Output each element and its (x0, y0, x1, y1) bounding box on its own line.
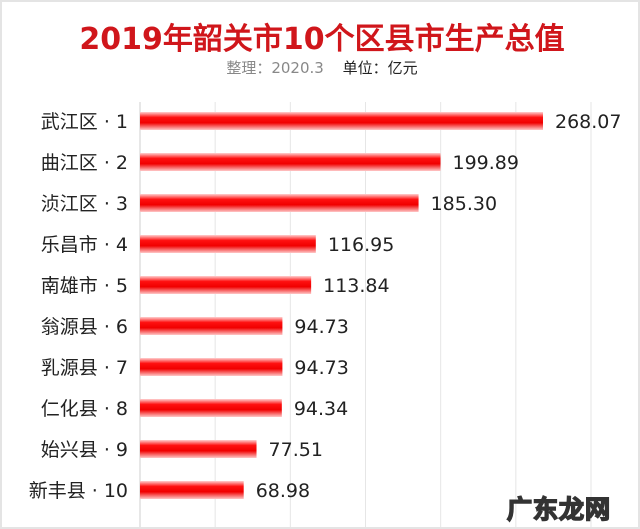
value-label: 268.07 (555, 111, 621, 133)
category-label: 乳源县 · 7 (41, 357, 128, 379)
category-label: 曲江区 · 2 (41, 152, 128, 174)
category-label: 翁源县 · 6 (41, 316, 128, 338)
bar (140, 399, 282, 417)
bar (140, 112, 543, 130)
value-label: 199.89 (453, 152, 519, 174)
bar (140, 440, 257, 458)
value-label: 116.95 (328, 234, 394, 256)
category-label: 仁化县 · 8 (41, 398, 128, 420)
bar (140, 235, 316, 253)
bar (140, 276, 312, 294)
bar (140, 481, 244, 499)
category-label: 始兴县 · 9 (41, 439, 128, 461)
category-label: 乐昌市 · 4 (41, 234, 128, 256)
value-label: 94.73 (294, 357, 348, 379)
value-label: 94.34 (294, 398, 348, 420)
watermark-logo: 广东龙网 (506, 494, 612, 525)
subtitle-note: 整理：2020.3 (226, 59, 324, 77)
value-label: 77.51 (269, 439, 323, 461)
category-label: 南雄市 · 5 (41, 275, 128, 297)
category-label: 武江区 · 1 (41, 111, 128, 133)
value-label: 185.30 (431, 193, 497, 215)
chart-subtitle: 整理：2020.3 单位：亿元 (2, 57, 638, 78)
chart-title: 2019年韶关市10个区县市生产总值 (79, 22, 565, 57)
bar (140, 317, 283, 335)
value-label: 68.98 (256, 480, 310, 502)
value-label: 94.73 (294, 316, 348, 338)
category-label: 新丰县 · 10 (29, 480, 128, 502)
bar (140, 358, 283, 376)
bar (140, 153, 441, 171)
value-label: 113.84 (323, 275, 389, 297)
subtitle-unit: 单位：亿元 (342, 59, 418, 77)
bar (140, 194, 419, 212)
category-label: 浈江区 · 3 (41, 193, 128, 215)
